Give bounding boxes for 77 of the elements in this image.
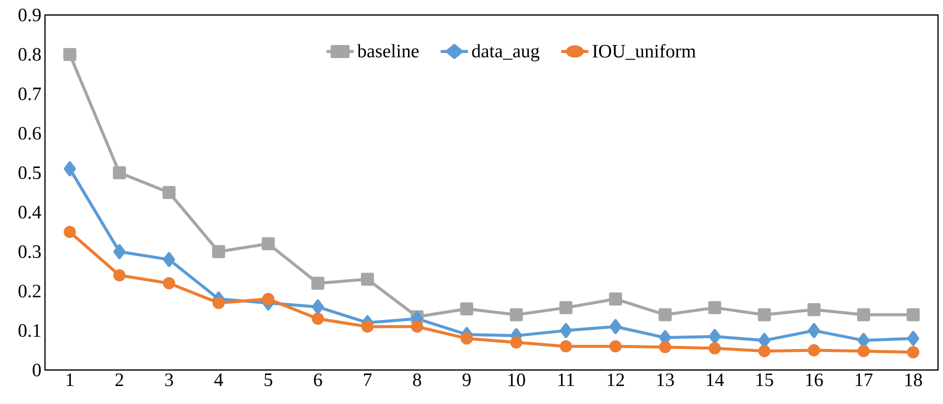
x-tick-label: 11 [558,374,574,386]
point [857,308,870,322]
x-tick-label: 2 [116,374,124,386]
point [808,344,820,356]
point [312,312,324,325]
y-tick-label: 0 [32,364,41,376]
point [64,226,76,238]
legend-label: data_aug [472,44,540,62]
point [560,340,572,352]
point [808,323,820,338]
x-tick-label: 10 [508,374,526,386]
point [162,186,176,199]
point [609,292,622,306]
y-tick-label: 0.1 [18,324,40,337]
point [560,323,572,338]
y-tick-label: 0.8 [18,48,41,61]
x-tick-label: 18 [905,374,922,386]
y-tick-label: 0.2 [18,284,40,298]
x-tick-label: 16 [806,374,823,386]
x-tick-label: 7 [364,374,372,386]
point [460,332,473,345]
x-tick-label: 9 [462,374,471,386]
point [63,48,76,61]
x-tick-label: 6 [314,374,322,386]
point [609,340,622,352]
point [758,308,771,322]
point [510,336,522,348]
x-tick-label: 13 [657,374,674,386]
point [857,344,870,358]
point [610,319,622,334]
point [658,308,672,322]
point [113,269,126,282]
point [162,277,176,290]
point [112,166,126,180]
point [113,244,126,260]
y-tick-label: 0.3 [18,245,41,258]
point [907,346,920,358]
x-tick-label: 15 [756,374,774,386]
point [510,308,523,322]
point [262,237,275,250]
point [659,341,672,354]
point [758,344,770,358]
x-tick-label: 12 [608,374,624,386]
point [906,308,920,322]
y-tick-label: 0.6 [18,126,41,140]
legend-label: IOU_uniform [592,44,696,60]
point [312,299,324,314]
point [163,252,176,268]
point [907,330,920,346]
point [708,301,722,314]
point [858,332,870,348]
point [410,320,424,333]
x-tick-label: 1 [66,374,74,386]
point [559,301,572,314]
point [807,303,820,316]
x-tick-label: 3 [165,374,174,386]
point [311,276,324,290]
point [212,245,226,258]
point [64,161,76,176]
y-tick-label: 0.5 [18,166,41,180]
x-tick-label: 8 [413,374,422,386]
x-tick-label: 14 [706,374,724,386]
point [460,302,474,316]
y-tick-label: 0.4 [18,206,42,219]
x-tick-label: 5 [264,374,272,386]
x-tick-label: 17 [856,374,873,386]
x-tick-label: 4 [214,374,224,386]
point [708,342,721,354]
point [758,332,770,348]
legend-label: baseline [357,44,419,58]
point [361,320,374,333]
y-tick-label: 0.7 [18,87,41,100]
point [360,272,374,286]
point [262,292,274,306]
point [708,328,721,344]
y-tick-label: 0.9 [18,8,41,22]
point [212,296,225,310]
